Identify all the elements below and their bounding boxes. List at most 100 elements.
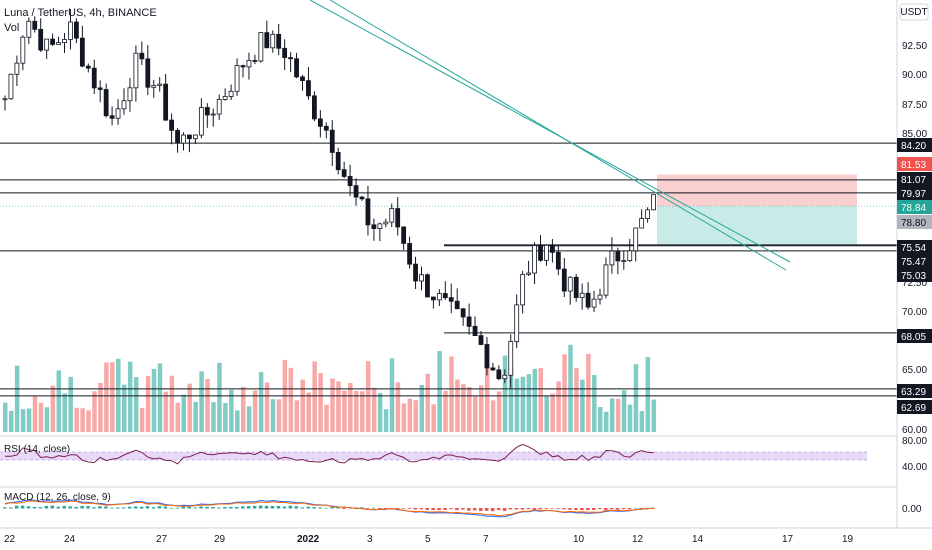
macd-label: MACD (12, 26, close, 9) (4, 492, 111, 503)
candle-body (91, 67, 97, 89)
macd-histogram-bar (562, 508, 566, 510)
volume-bar (550, 393, 555, 432)
candle-body (62, 38, 67, 43)
macd-histogram-bar (181, 506, 185, 509)
candle-body (163, 83, 169, 121)
volume-bar (157, 363, 163, 432)
candle-body (103, 89, 109, 117)
volume-bar (145, 376, 151, 432)
candle-body (353, 185, 359, 198)
volume-bar (229, 389, 234, 432)
candle-body (538, 245, 543, 261)
volume-bar (258, 371, 264, 432)
trendlines[interactable] (309, 0, 791, 271)
macd-histogram-bar (508, 508, 513, 510)
macd-histogram-bar (550, 508, 554, 509)
volume-bar (312, 361, 317, 432)
time-tick: 3 (367, 534, 373, 545)
macd-histogram-bar (568, 508, 572, 510)
price-marker-label: 84.20 (901, 141, 926, 152)
candle-body (127, 87, 133, 102)
volume-bar (651, 399, 657, 432)
volume-bar (609, 398, 615, 432)
macd-histogram-bar (151, 507, 156, 509)
volume-bar (300, 379, 305, 432)
candle-body (282, 47, 288, 58)
price-marker-label: 63.29 (901, 387, 926, 398)
macd-histogram-bar (104, 506, 108, 509)
macd-histogram-bar (300, 507, 304, 509)
candle-body (50, 38, 55, 45)
price-marker-label: 81.53 (901, 160, 926, 171)
candle-body (187, 134, 192, 140)
volume-bar (348, 382, 353, 432)
macd-histogram-bar (110, 507, 114, 509)
candle-body (591, 298, 597, 308)
time-tick: 10 (573, 534, 585, 545)
macd-histogram-bar (603, 508, 608, 510)
macd-histogram-bar (32, 506, 37, 509)
volume-bar (484, 357, 490, 432)
macd-histogram-bar (592, 508, 596, 511)
candle-body (121, 100, 127, 110)
candle-body (579, 292, 585, 298)
time-tick: 27 (156, 534, 168, 545)
candle-body (532, 245, 537, 274)
candle-body (109, 115, 115, 119)
candle-body (514, 304, 520, 342)
candle-body (454, 300, 460, 310)
take-profit-zone (657, 206, 857, 245)
macd-histogram-bar (306, 506, 310, 509)
candle-body (561, 268, 567, 292)
stop-loss-zone (657, 174, 857, 207)
macd-histogram-bar (163, 506, 168, 509)
macd-histogram-bar (116, 507, 120, 509)
macd-histogram-bar (437, 508, 441, 511)
macd-histogram-bar (294, 506, 299, 509)
volume-bar (645, 357, 651, 432)
candle-body (359, 196, 365, 200)
candle-body (520, 274, 526, 306)
macd-histogram-bar (86, 506, 90, 509)
candle-body (2, 98, 8, 101)
volume-bar (360, 391, 365, 432)
candle-body (365, 198, 371, 226)
macd-histogram-bar (627, 508, 632, 510)
volume-bar (193, 401, 198, 432)
position-zones[interactable] (657, 174, 857, 245)
price-marker-label: 62.69 (901, 403, 926, 414)
macd-histogram-bar (532, 508, 537, 510)
candle-body (448, 297, 454, 302)
volume-bar (580, 379, 585, 432)
candle-body (329, 129, 335, 153)
candle-body (502, 374, 508, 380)
candle-body (8, 73, 14, 100)
candle-body (460, 308, 466, 318)
time-axis[interactable]: 22 24 27 29 2022 3 5 7 10 12 14 17 19 (4, 534, 854, 545)
volume-bar (544, 396, 549, 432)
price-marker-label: 78.80 (901, 218, 926, 229)
macd-histogram-bar (56, 506, 61, 509)
volume-bar (246, 406, 252, 432)
volume-bar (235, 410, 240, 432)
volume-bar (3, 402, 8, 432)
price-axis[interactable]: 92.50 90.00 87.50 85.00 72.50 70.00 65.0… (902, 41, 927, 436)
price-tick: 85.00 (902, 129, 927, 140)
candle-body (311, 95, 317, 120)
macd-histogram-bar (74, 506, 78, 509)
volume-bar (461, 384, 466, 432)
candle-body (276, 33, 282, 49)
candle-body (79, 37, 85, 67)
macd-histogram-bar (223, 507, 227, 509)
candle-body (169, 119, 175, 131)
candle-body (585, 292, 591, 308)
volume-bar (407, 398, 413, 432)
price-marker: 81.53 (897, 157, 932, 171)
volume-bar (127, 361, 133, 432)
macd-histogram-bar (145, 506, 150, 509)
currency-badge-label: USDT (900, 7, 927, 18)
currency-badge[interactable] (899, 3, 929, 21)
horizontal-levels[interactable] (0, 142, 897, 397)
macd-histogram-bar (205, 506, 209, 509)
volume-bar (425, 373, 430, 432)
